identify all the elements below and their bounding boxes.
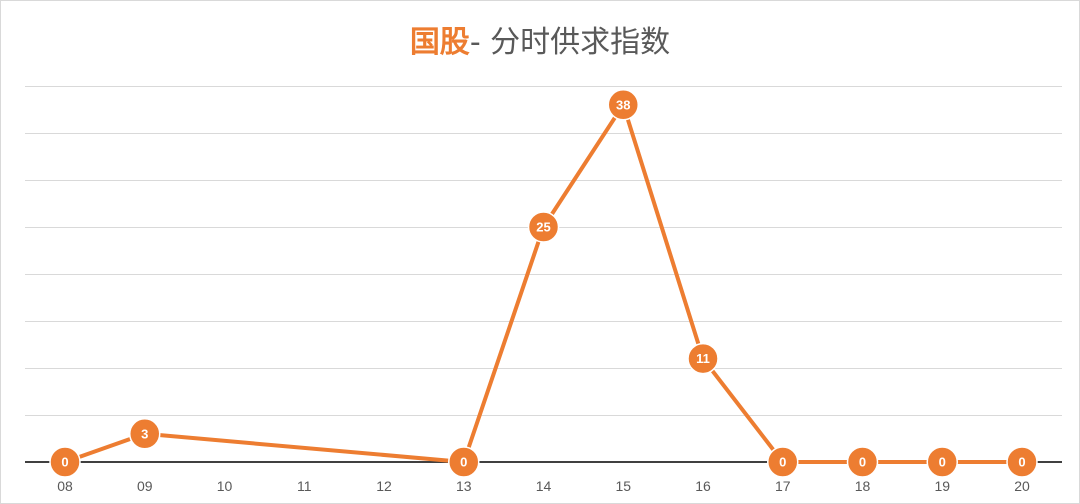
data-point-marker — [926, 446, 958, 478]
data-points: 0 3 0 25 38 11 0 0 0 0 — [49, 89, 1038, 478]
x-tick-label: 09 — [137, 478, 153, 494]
x-tick-label: 17 — [775, 478, 791, 494]
data-label: 0 — [939, 455, 946, 470]
data-label: 0 — [859, 455, 866, 470]
x-tick-label: 11 — [297, 478, 312, 494]
data-label: 0 — [779, 455, 786, 470]
x-tick-label: 10 — [217, 478, 233, 494]
x-tick-label: 08 — [57, 478, 73, 494]
x-tick-label: 13 — [456, 478, 472, 494]
series-polyline — [63, 102, 1024, 464]
data-label: 0 — [1018, 455, 1025, 470]
chart-title: 国股- 分时供求指数 — [0, 22, 1080, 64]
chart-title-rest: - 分时供求指数 — [469, 25, 671, 60]
x-tick-label: 14 — [536, 478, 552, 494]
chart-title-highlight: 国股 — [409, 25, 470, 60]
data-point-marker — [129, 418, 161, 450]
x-tick-label: 16 — [695, 478, 711, 494]
data-point-marker — [527, 211, 560, 243]
x-axis-tick-labels: 08 09 10 11 12 13 14 15 16 17 18 19 20 — [57, 478, 1030, 494]
x-tick-label: 15 — [615, 478, 631, 494]
gridlines — [25, 86, 1062, 463]
x-tick-label: 18 — [855, 478, 871, 494]
series-line — [63, 102, 1024, 464]
data-point-marker — [1006, 446, 1038, 478]
data-point-marker — [767, 446, 799, 478]
data-point-marker — [607, 89, 639, 121]
data-label: 0 — [460, 455, 467, 470]
data-point-marker — [448, 446, 480, 478]
data-point-marker — [846, 446, 879, 478]
data-label: 25 — [536, 220, 550, 235]
data-label: 3 — [141, 426, 148, 441]
data-point-marker — [687, 342, 719, 375]
x-tick-label: 19 — [934, 478, 950, 494]
data-label: 38 — [616, 97, 630, 112]
data-point-marker — [49, 446, 81, 478]
x-tick-label: 12 — [376, 478, 392, 494]
data-label: 11 — [696, 351, 710, 366]
x-tick-label: 20 — [1014, 478, 1030, 494]
data-label: 0 — [61, 455, 68, 470]
